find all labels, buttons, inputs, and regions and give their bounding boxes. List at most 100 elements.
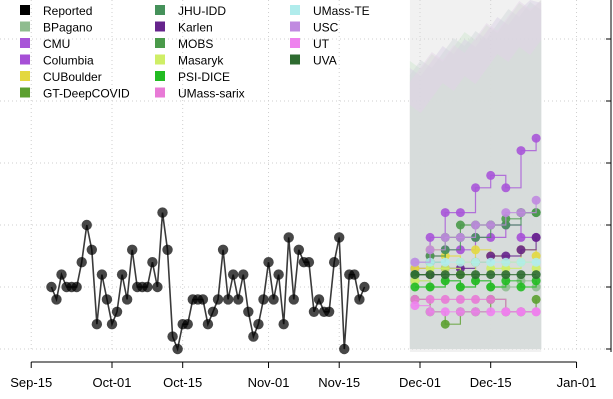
point-reported-32 xyxy=(207,306,219,317)
point-umass-sarix-2 xyxy=(440,294,450,304)
point-usc-1 xyxy=(425,245,435,255)
point-reported-11 xyxy=(101,294,113,305)
point-mobs-3 xyxy=(455,220,465,230)
point-uva-0 xyxy=(410,270,420,280)
legend-label-karlen: Karlen xyxy=(178,21,213,35)
point-reported-1 xyxy=(51,294,62,305)
point-columbia-7 xyxy=(516,232,526,242)
legend-swatch-jhu-idd xyxy=(155,5,165,15)
x-tick-label-6: Dec-15 xyxy=(470,375,512,390)
point-reported-23 xyxy=(162,244,173,255)
point-karlen-6 xyxy=(501,251,511,261)
point-cmu-8 xyxy=(531,133,541,143)
point-umass-te-4 xyxy=(471,257,481,267)
point-psi-dice-0 xyxy=(410,282,420,292)
legend-swatch-gt-deepcovid xyxy=(20,87,30,98)
point-reported-52 xyxy=(308,306,320,317)
point-reported-19 xyxy=(142,281,153,293)
point-umass-te-3 xyxy=(455,257,465,267)
point-psi-dice-7 xyxy=(516,282,526,292)
point-uva-8 xyxy=(531,270,541,280)
legend-label-umass-te: UMass-TE xyxy=(313,4,370,18)
point-psi-dice-6 xyxy=(501,276,511,286)
point-reported-43 xyxy=(263,257,274,268)
point-masaryk-0 xyxy=(410,276,420,286)
point-umass-sarix-4 xyxy=(471,294,481,304)
point-ut-7 xyxy=(516,307,526,317)
point-reported-21 xyxy=(152,281,163,293)
point-usc-0 xyxy=(410,257,420,267)
legend-label-mobs: MOBS xyxy=(178,37,213,51)
point-reported-5 xyxy=(71,281,82,293)
point-reported-37 xyxy=(233,294,244,305)
point-reported-20 xyxy=(147,257,158,268)
x-tick-label-0: Sep-15 xyxy=(10,375,52,390)
legend-swatch-cuboulder xyxy=(20,71,30,81)
legend-label-uva: UVA xyxy=(313,54,337,68)
point-umass-sarix-5 xyxy=(486,294,496,304)
point-reported-38 xyxy=(238,269,249,280)
axes: Sep-15 Oct-01 Oct-15 Nov-01 Nov-15 Dec-01 Dec-… xyxy=(10,0,612,390)
point-masaryk-5 xyxy=(486,263,496,273)
point-umass-te-5 xyxy=(486,257,496,267)
point-psi-dice-5 xyxy=(486,282,496,292)
point-reported-45 xyxy=(273,269,284,280)
point-reported-42 xyxy=(258,294,269,305)
legend-label-bpagano: BPagano xyxy=(43,21,93,35)
point-cmu-4 xyxy=(471,183,481,193)
point-cmu-3 xyxy=(455,208,465,218)
legend-swatch-karlen xyxy=(155,21,165,32)
point-reported-9 xyxy=(91,319,103,330)
point-reported-27 xyxy=(182,319,193,330)
point-psi-dice-1 xyxy=(425,282,435,292)
point-uva-6 xyxy=(501,270,511,280)
point-reported-24 xyxy=(167,331,178,342)
point-ut-5 xyxy=(486,307,496,317)
point-reported-6 xyxy=(76,257,87,268)
forecast-envelope xyxy=(409,0,542,352)
point-ut-3 xyxy=(455,307,465,317)
point-cuboulder-8 xyxy=(531,251,541,261)
point-reported-10 xyxy=(96,269,108,280)
point-reported-62 xyxy=(359,281,370,293)
point-usc-6 xyxy=(501,208,511,218)
point-reported-13 xyxy=(111,306,123,317)
point-reported-30 xyxy=(197,294,209,305)
point-ut-0 xyxy=(410,301,420,311)
point-cmu-1 xyxy=(425,232,435,242)
x-tick-label-3: Nov-01 xyxy=(248,375,290,390)
point-psi-dice-8 xyxy=(531,276,541,286)
point-reported-15 xyxy=(121,294,133,305)
point-ut-2 xyxy=(440,307,450,317)
point-uva-7 xyxy=(516,270,526,280)
point-reported-7 xyxy=(81,219,92,231)
point-usc-2 xyxy=(440,232,450,242)
point-masaryk-6 xyxy=(501,263,511,273)
point-reported-31 xyxy=(202,319,214,330)
point-karlen-7 xyxy=(516,245,526,255)
point-ut-6 xyxy=(501,307,511,317)
point-psi-dice-2 xyxy=(440,276,450,286)
legend-swatch-psi-dice xyxy=(155,71,165,81)
x-tick-label-5: Dec-01 xyxy=(399,375,441,390)
point-masaryk-2 xyxy=(440,263,450,273)
point-umass-sarix-0 xyxy=(410,294,420,304)
point-reported-44 xyxy=(268,294,279,305)
series-layer xyxy=(46,133,541,355)
point-reported-57 xyxy=(334,232,345,243)
legend-label-ut: UT xyxy=(313,37,330,51)
series-line-cmu xyxy=(415,138,537,263)
point-umass-te-2 xyxy=(440,257,450,267)
point-reported-39 xyxy=(243,306,254,317)
legend-label-umass-sarix: UMass-sarix xyxy=(178,87,245,101)
legend-swatch-bpagano xyxy=(20,21,30,32)
point-cuboulder-0 xyxy=(410,263,420,273)
legend-label-jhu-idd: JHU-IDD xyxy=(178,4,226,18)
point-cuboulder-4 xyxy=(471,245,481,255)
x-tick-label-1: Oct-01 xyxy=(92,375,131,390)
point-reported-55 xyxy=(323,306,335,317)
point-reported-25 xyxy=(172,343,183,355)
legend-swatch-columbia xyxy=(20,54,30,65)
point-reported-36 xyxy=(227,269,239,280)
point-reported-8 xyxy=(86,244,98,255)
